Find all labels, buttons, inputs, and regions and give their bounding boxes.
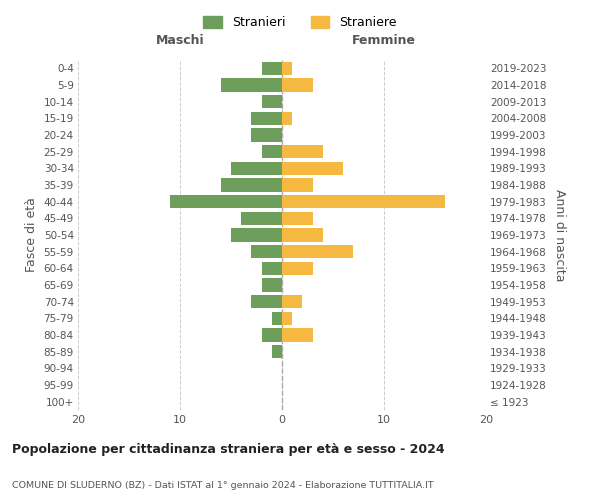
Bar (262, 145, 282, 158)
Bar (170, 195, 282, 208)
Bar (282, 212, 313, 225)
Bar (262, 328, 282, 342)
Bar (262, 278, 282, 291)
Bar (282, 245, 353, 258)
Bar (251, 245, 282, 258)
Bar (262, 262, 282, 275)
Bar (241, 212, 282, 225)
Bar (282, 145, 323, 158)
Bar (282, 112, 292, 125)
Y-axis label: Anni di nascita: Anni di nascita (553, 188, 566, 281)
Bar (251, 112, 282, 125)
Bar (251, 128, 282, 141)
Bar (282, 162, 343, 175)
Bar (282, 178, 313, 192)
Bar (251, 295, 282, 308)
Text: Femmine: Femmine (352, 34, 416, 46)
Legend: Stranieri, Straniere: Stranieri, Straniere (198, 11, 402, 34)
Bar (221, 178, 282, 192)
Bar (282, 295, 302, 308)
Bar (262, 62, 282, 75)
Bar (282, 312, 292, 325)
Text: COMUNE DI SLUDERNO (BZ) - Dati ISTAT al 1° gennaio 2024 - Elaborazione TUTTITALI: COMUNE DI SLUDERNO (BZ) - Dati ISTAT al … (12, 480, 434, 490)
Y-axis label: Fasce di età: Fasce di età (25, 198, 38, 272)
Bar (282, 195, 445, 208)
Bar (272, 345, 282, 358)
Text: Maschi: Maschi (155, 34, 205, 46)
Bar (282, 62, 292, 75)
Bar (282, 328, 313, 342)
Bar (272, 312, 282, 325)
Bar (231, 228, 282, 241)
Bar (282, 262, 313, 275)
Bar (282, 228, 323, 241)
Bar (282, 78, 313, 92)
Bar (262, 95, 282, 108)
Bar (231, 162, 282, 175)
Bar (221, 78, 282, 92)
Text: Popolazione per cittadinanza straniera per età e sesso - 2024: Popolazione per cittadinanza straniera p… (12, 442, 445, 456)
